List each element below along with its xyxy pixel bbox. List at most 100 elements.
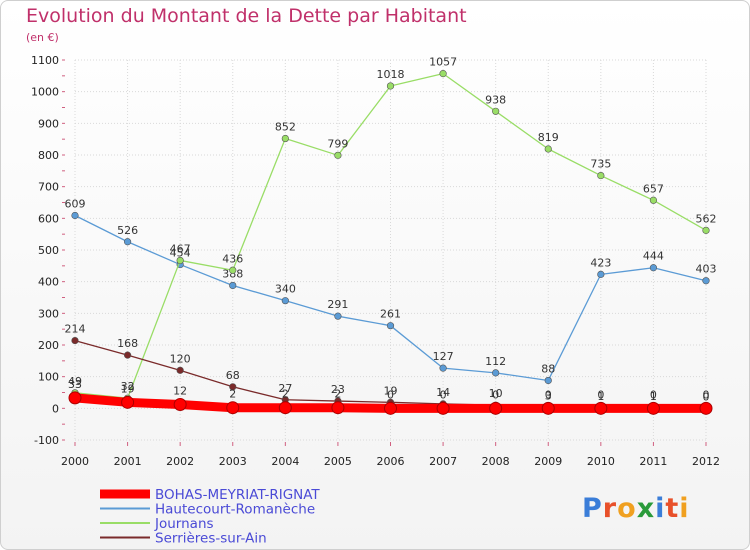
data-label: 467 bbox=[170, 242, 191, 255]
series-line bbox=[74, 72, 707, 399]
data-point bbox=[281, 134, 289, 143]
data-label: 1 bbox=[597, 390, 604, 403]
legend-label: BOHAS-MEYRIAT-RIGNAT bbox=[155, 487, 320, 503]
logo-letter: P bbox=[582, 493, 603, 524]
y-tick-label: -100 bbox=[34, 434, 59, 447]
data-point bbox=[544, 145, 552, 153]
data-label: 19 bbox=[121, 382, 135, 395]
data-label: 0 bbox=[440, 388, 447, 401]
logo-letter: x bbox=[637, 493, 655, 524]
chart-subtitle: (en €) bbox=[26, 31, 59, 44]
y-tick-label: 300 bbox=[38, 307, 59, 320]
data-label: 735 bbox=[590, 158, 611, 171]
grid bbox=[74, 59, 707, 441]
x-tick-label: 2006 bbox=[377, 455, 405, 468]
data-point bbox=[71, 211, 79, 220]
logo-text: Proxiti bbox=[582, 493, 690, 524]
data-point bbox=[334, 312, 342, 320]
data-label: 799 bbox=[327, 137, 348, 150]
data-point bbox=[173, 398, 187, 412]
data-point bbox=[439, 364, 447, 372]
data-label: 0 bbox=[703, 388, 710, 401]
data-point bbox=[597, 270, 605, 278]
data-label: 609 bbox=[65, 197, 86, 210]
data-label: 33 bbox=[68, 378, 82, 391]
y-tick-label: 700 bbox=[38, 181, 59, 194]
data-point bbox=[702, 226, 710, 234]
x-tick-label: 2010 bbox=[587, 455, 615, 468]
y-tick-label: 0 bbox=[52, 402, 59, 415]
data-point bbox=[649, 264, 658, 272]
data-point bbox=[123, 351, 132, 359]
data-point bbox=[334, 151, 342, 159]
logo-letter: t bbox=[665, 493, 679, 524]
data-label: 291 bbox=[327, 298, 348, 311]
y-tick-label: 500 bbox=[38, 244, 59, 257]
y-tick-label: 800 bbox=[38, 149, 59, 162]
y-tick-label: 200 bbox=[38, 339, 59, 352]
data-point bbox=[541, 401, 555, 415]
data-point bbox=[331, 401, 345, 415]
data-label: 1018 bbox=[377, 68, 405, 81]
x-tick-label: 2001 bbox=[114, 455, 142, 468]
data-label: 0 bbox=[650, 388, 657, 401]
x-tick-label: 2003 bbox=[219, 455, 247, 468]
data-label: 2 bbox=[282, 388, 289, 401]
legend-label: Serrières-sur-Ain bbox=[155, 531, 267, 547]
data-point bbox=[386, 82, 395, 90]
logo-letter: i bbox=[655, 493, 665, 524]
data-label: 168 bbox=[117, 337, 138, 350]
data-label: 819 bbox=[538, 131, 559, 144]
data-label: 562 bbox=[696, 212, 717, 225]
data-point bbox=[649, 196, 658, 204]
series-1: 609 526 454 388 340 291 261 127 112 88 423 444 403 bbox=[65, 197, 717, 385]
data-point bbox=[492, 369, 500, 377]
y-tick-label: 900 bbox=[38, 117, 59, 130]
x-tick-label: 2012 bbox=[692, 455, 720, 468]
data-label: 120 bbox=[170, 352, 191, 365]
data-label: 1057 bbox=[429, 56, 457, 69]
data-label: 526 bbox=[117, 224, 138, 237]
data-point bbox=[386, 322, 395, 330]
x-tick-label: 2007 bbox=[429, 455, 457, 468]
data-label: 3 bbox=[545, 389, 552, 402]
data-point bbox=[229, 383, 237, 391]
data-point bbox=[439, 70, 447, 78]
data-label: 852 bbox=[275, 121, 296, 134]
data-label: 127 bbox=[433, 350, 454, 363]
data-label: 340 bbox=[275, 283, 296, 296]
y-tick-label: 1100 bbox=[31, 54, 59, 67]
data-point bbox=[384, 401, 397, 415]
data-label: 0 bbox=[545, 388, 552, 401]
data-point bbox=[226, 401, 240, 415]
axes: -100010020030040050060070080090010001100… bbox=[31, 54, 720, 468]
data-point bbox=[702, 277, 710, 285]
data-label: 32 bbox=[121, 380, 135, 393]
y-tick-label: 400 bbox=[38, 276, 59, 289]
data-point bbox=[123, 238, 132, 246]
proxiti-logo: Proxiti bbox=[582, 493, 690, 524]
data-label: 112 bbox=[485, 355, 506, 368]
logo-letter: r bbox=[603, 493, 617, 524]
data-label: 27 bbox=[278, 382, 292, 395]
data-label: 657 bbox=[643, 182, 664, 195]
data-point bbox=[278, 401, 292, 415]
data-point bbox=[699, 401, 713, 415]
y-tick-label: 600 bbox=[38, 212, 59, 225]
x-tick-label: 2000 bbox=[61, 455, 89, 468]
x-tick-label: 2009 bbox=[534, 455, 562, 468]
data-label: 0 bbox=[387, 388, 394, 401]
data-point bbox=[68, 391, 82, 405]
x-tick-label: 2004 bbox=[271, 455, 299, 468]
data-point bbox=[492, 107, 500, 115]
data-point bbox=[229, 266, 237, 274]
data-label: 388 bbox=[222, 267, 243, 280]
legend-label: Journans bbox=[154, 516, 214, 532]
data-point bbox=[489, 401, 503, 415]
data-label: 68 bbox=[226, 369, 240, 382]
x-tick-label: 2011 bbox=[639, 455, 667, 468]
data-label: 10 bbox=[489, 387, 503, 400]
data-label: 14 bbox=[436, 386, 450, 399]
legend: BOHAS-MEYRIAT-RIGNATHautecourt-Romanèche… bbox=[100, 487, 320, 547]
